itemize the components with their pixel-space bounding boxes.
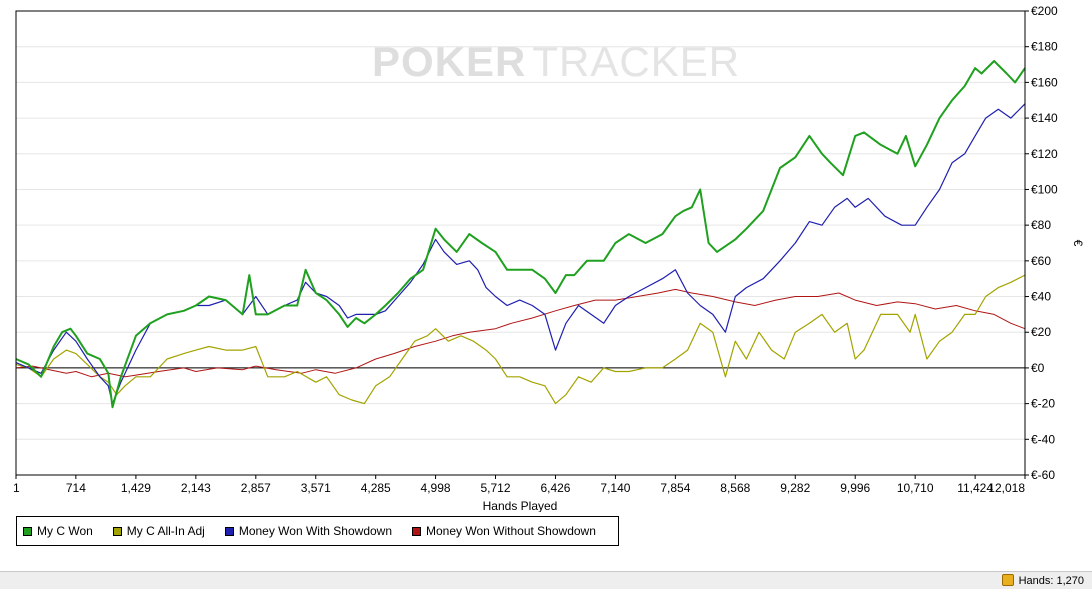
- x-tick-label: 9,996: [840, 481, 870, 495]
- x-axis-title: Hands Played: [483, 499, 558, 512]
- x-axis-ticks: 1 714 1,429 2,143 2,857 3,571 4,285 4,998 5,712 6…: [13, 475, 1026, 495]
- x-tick-label: 7,854: [660, 481, 690, 495]
- watermark-logo: POKER TRACKER: [372, 38, 740, 85]
- y-tick-label: €-20: [1031, 397, 1055, 411]
- hands-count: Hands: 1,270: [1018, 575, 1084, 587]
- y-axis-ticks: €-60 €-40 €-20 €0 €20 €40 €60 €80 €100 €120 €140 €1…: [1025, 4, 1058, 482]
- x-tick-label: 1,429: [121, 481, 151, 495]
- legend-swatch: [112, 526, 122, 536]
- legend-swatch: [224, 526, 234, 536]
- legend-label: Money Won Without Showdown: [426, 524, 596, 538]
- legend-label: Money Won With Showdown: [238, 524, 393, 538]
- series-line-my-c-won: [15, 60, 1026, 409]
- y-tick-label: €0: [1031, 361, 1045, 375]
- x-tick-label: 4,285: [361, 481, 391, 495]
- series-lines: [15, 60, 1026, 409]
- y-tick-label: €20: [1031, 325, 1051, 339]
- x-tick-label: 6,426: [540, 481, 570, 495]
- hands-icon: [1002, 574, 1014, 586]
- legend-label: My C All-In Adj: [126, 524, 205, 538]
- y-tick-label: €120: [1031, 147, 1058, 161]
- y-tick-label: €-40: [1031, 432, 1055, 446]
- legend-item: Money Won Without Showdown: [412, 524, 596, 538]
- x-tick-label: 12,018: [988, 481, 1025, 495]
- legend-swatch: [412, 526, 422, 536]
- x-tick-label: 3,571: [301, 481, 331, 495]
- x-tick-label: 2,143: [181, 481, 211, 495]
- chart-legend: My C Won My C All-In Adj Money Won With Sh…: [16, 516, 619, 546]
- y-tick-label: €80: [1031, 218, 1051, 232]
- y-tick-label: €40: [1031, 290, 1051, 304]
- x-tick-label: 9,282: [780, 481, 810, 495]
- x-tick-label: 10,710: [897, 481, 934, 495]
- y-tick-label: €-60: [1031, 468, 1055, 482]
- y-axis-title: €: [1071, 240, 1085, 247]
- series-line-my-c-all-in-adj: [15, 274, 1026, 405]
- hands-played-chart: POKER TRACKER 1 714 1,429 2,143 2,857 3,571 4,2…: [13, 4, 1085, 512]
- y-tick-label: €180: [1031, 40, 1058, 54]
- legend-swatch: [23, 526, 32, 536]
- legend-label: My C Won: [37, 524, 93, 538]
- y-tick-label: €100: [1031, 182, 1058, 196]
- x-tick-label: 714: [66, 481, 86, 495]
- plot-frame: [15, 10, 1026, 476]
- x-tick-label: 5,712: [481, 481, 511, 495]
- legend-item: My C Won: [23, 524, 93, 538]
- legend-item: My C All-In Adj: [112, 524, 205, 538]
- x-tick-label: 2,857: [241, 481, 271, 495]
- status-bar: Hands: 1,270: [0, 571, 1092, 589]
- legend-item: Money Won With Showdown: [224, 524, 393, 538]
- x-tick-label: 7,140: [600, 481, 630, 495]
- y-tick-label: €160: [1031, 75, 1058, 89]
- y-tick-label: €200: [1031, 4, 1058, 18]
- y-tick-label: €140: [1031, 111, 1058, 125]
- x-tick-label: 11,424: [957, 481, 993, 495]
- series-line-money-won-without-showdown: [15, 288, 1026, 378]
- x-tick-label: 8,568: [720, 481, 750, 495]
- x-tick-label: 4,998: [421, 481, 451, 495]
- y-tick-label: €60: [1031, 254, 1051, 268]
- x-tick-label: 1: [13, 481, 20, 495]
